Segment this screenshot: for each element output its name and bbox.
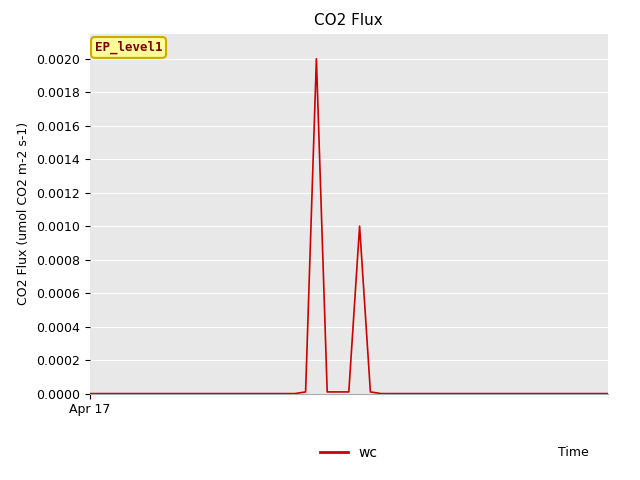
wc xyxy=(150,391,158,396)
wc xyxy=(485,391,493,396)
wc xyxy=(205,391,212,396)
Legend: wc: wc xyxy=(314,441,383,466)
wc xyxy=(367,389,374,395)
wc xyxy=(464,391,472,396)
Line: wc: wc xyxy=(90,59,608,394)
wc xyxy=(323,389,331,395)
wc xyxy=(475,391,483,396)
wc xyxy=(388,391,396,396)
wc xyxy=(410,391,417,396)
wc xyxy=(550,391,558,396)
wc xyxy=(420,391,428,396)
wc xyxy=(97,391,104,396)
wc xyxy=(356,223,364,229)
wc xyxy=(312,56,320,61)
wc xyxy=(561,391,568,396)
wc xyxy=(572,391,579,396)
wc xyxy=(529,391,536,396)
wc xyxy=(215,391,223,396)
wc xyxy=(453,391,461,396)
wc xyxy=(399,391,406,396)
wc xyxy=(540,391,547,396)
wc xyxy=(172,391,180,396)
wc xyxy=(507,391,515,396)
wc xyxy=(582,391,590,396)
wc xyxy=(86,391,93,396)
wc xyxy=(593,391,601,396)
wc xyxy=(518,391,525,396)
wc xyxy=(161,391,169,396)
wc xyxy=(237,391,244,396)
wc xyxy=(431,391,439,396)
wc xyxy=(280,391,288,396)
wc xyxy=(259,391,266,396)
wc xyxy=(378,391,385,396)
wc xyxy=(345,389,353,395)
wc xyxy=(442,391,450,396)
wc xyxy=(194,391,202,396)
wc xyxy=(140,391,147,396)
Title: CO2 Flux: CO2 Flux xyxy=(314,13,383,28)
wc xyxy=(129,391,137,396)
wc xyxy=(248,391,255,396)
wc xyxy=(118,391,126,396)
wc xyxy=(226,391,234,396)
wc xyxy=(334,389,342,395)
wc xyxy=(302,389,310,395)
wc xyxy=(183,391,191,396)
wc xyxy=(269,391,277,396)
wc xyxy=(496,391,504,396)
Text: EP_level1: EP_level1 xyxy=(95,41,163,54)
Y-axis label: CO2 Flux (umol CO2 m-2 s-1): CO2 Flux (umol CO2 m-2 s-1) xyxy=(17,122,30,305)
wc xyxy=(291,391,299,396)
Text: Time: Time xyxy=(558,446,589,459)
wc xyxy=(108,391,115,396)
wc xyxy=(604,391,612,396)
